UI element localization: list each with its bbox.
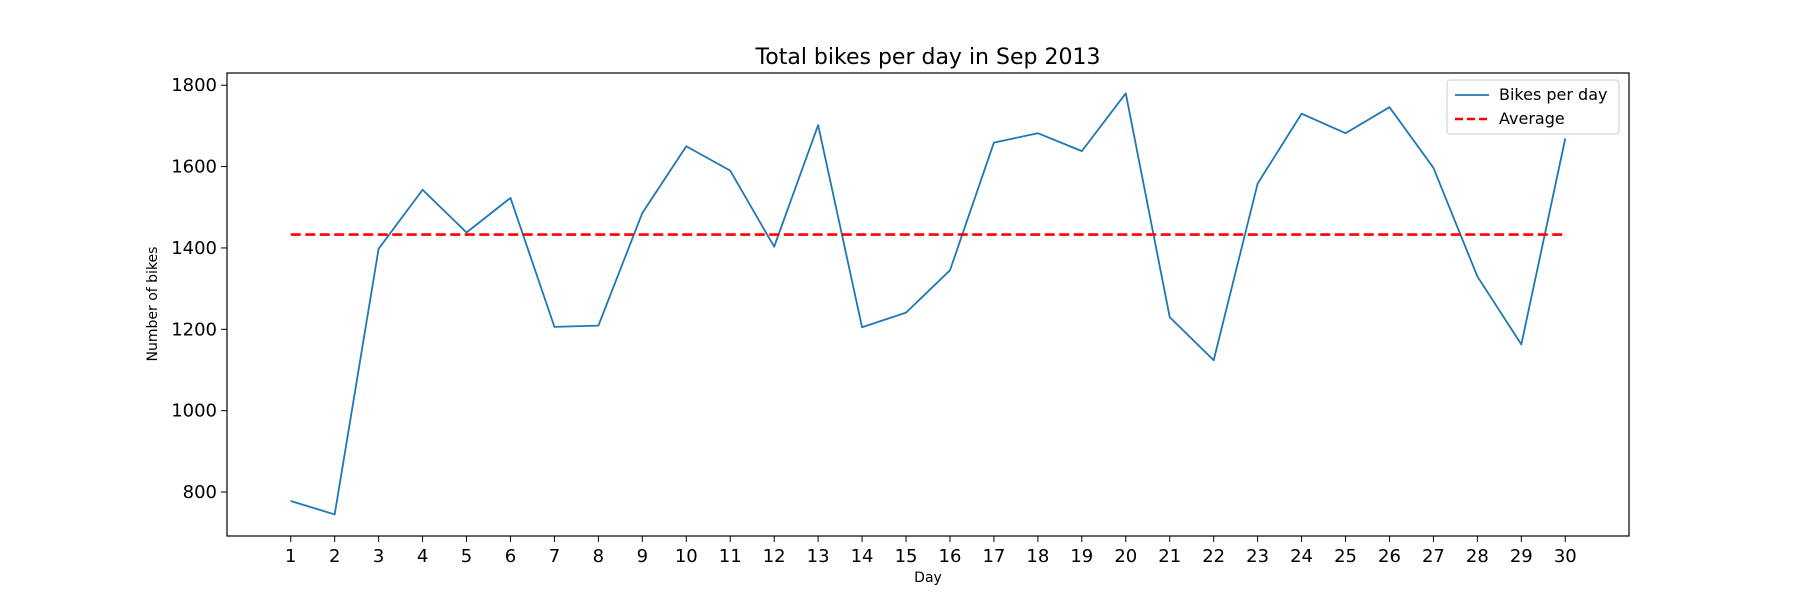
y-tick-label: 1600 bbox=[171, 157, 217, 178]
x-tick-label: 21 bbox=[1158, 546, 1181, 567]
x-tick-label: 15 bbox=[895, 546, 918, 567]
y-tick-label: 1200 bbox=[171, 319, 217, 340]
x-tick-label: 26 bbox=[1378, 546, 1401, 567]
y-tick-label: 1400 bbox=[171, 238, 217, 259]
x-tick-label: 14 bbox=[851, 546, 874, 567]
y-axis: 800 1000 1200 1400 1600 1800 bbox=[171, 75, 227, 503]
x-tick-label: 4 bbox=[417, 546, 428, 567]
x-tick-label: 7 bbox=[549, 546, 560, 567]
legend-box bbox=[1446, 79, 1620, 135]
x-tick-label: 10 bbox=[675, 546, 698, 567]
x-tick-label: 9 bbox=[637, 546, 648, 567]
plot-frame bbox=[226, 72, 1630, 537]
x-axis-label: Day bbox=[914, 570, 942, 586]
x-tick-label: 5 bbox=[461, 546, 472, 567]
x-tick-label: 28 bbox=[1466, 546, 1489, 567]
bikes-per-day-line bbox=[290, 92, 1567, 516]
x-tick-label: 23 bbox=[1246, 546, 1269, 567]
x-tick-label: 22 bbox=[1202, 546, 1225, 567]
x-tick-label: 17 bbox=[982, 546, 1005, 567]
y-tick-label: 800 bbox=[183, 482, 217, 503]
x-tick-label: 18 bbox=[1026, 546, 1049, 567]
chart-title: Total bikes per day in Sep 2013 bbox=[755, 45, 1101, 70]
x-tick-label: 25 bbox=[1334, 546, 1357, 567]
legend-label: Average bbox=[1499, 109, 1565, 128]
x-tick-label: 1 bbox=[285, 546, 296, 567]
x-tick-label: 3 bbox=[373, 546, 384, 567]
y-tick-label: 1000 bbox=[171, 401, 217, 422]
x-tick-label: 12 bbox=[763, 546, 786, 567]
x-tick-label: 27 bbox=[1422, 546, 1445, 567]
legend: Bikes per day Average bbox=[1446, 79, 1620, 135]
legend-label: Bikes per day bbox=[1499, 85, 1607, 104]
x-tick-label: 24 bbox=[1290, 546, 1313, 567]
x-tick-label: 2 bbox=[329, 546, 340, 567]
x-tick-label: 11 bbox=[719, 546, 742, 567]
y-axis-label: Number of bikes bbox=[145, 247, 161, 362]
plot-area bbox=[290, 92, 1567, 516]
x-tick-label: 20 bbox=[1114, 546, 1137, 567]
x-tick-label: 13 bbox=[807, 546, 830, 567]
x-tick-label: 16 bbox=[939, 546, 962, 567]
x-tick-label: 30 bbox=[1554, 546, 1577, 567]
x-axis: 1 2 3 4 5 6 7 8 9 10 11 12 13 14 15 16 17 18 19 20 21 22 23 24 2… bbox=[285, 536, 1577, 567]
x-tick-label: 8 bbox=[593, 546, 604, 567]
x-tick-label: 19 bbox=[1070, 546, 1093, 567]
y-tick-label: 1800 bbox=[171, 75, 217, 96]
x-tick-label: 29 bbox=[1510, 546, 1533, 567]
x-tick-label: 6 bbox=[505, 546, 516, 567]
